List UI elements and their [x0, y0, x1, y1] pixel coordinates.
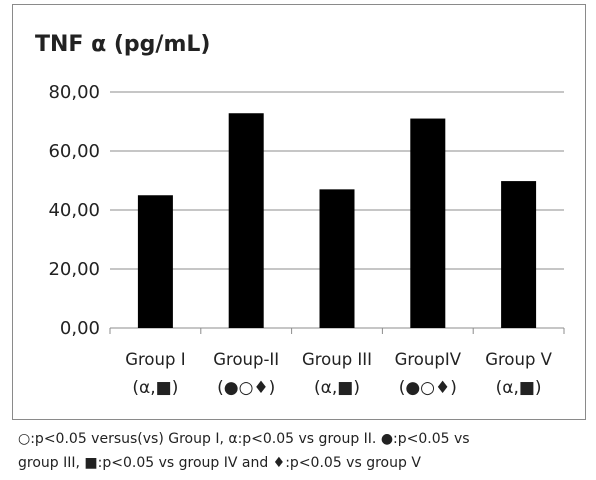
y-tick-label: 40,00	[48, 200, 100, 221]
y-axis-tick-labels: 0,00 20,00 40,00 60,00 80,00	[48, 82, 100, 339]
caption-line-1: ○:p<0.05 versus(vs) Group I, α:p<0.05 vs…	[18, 431, 470, 447]
x-category-label: GroupIV	[395, 350, 462, 369]
y-tick-label: 80,00	[48, 82, 100, 103]
bars	[137, 113, 537, 329]
chart-frame: TNF α (pg/mL) 0,00 20,00 40,00 60,00 80,00 G…	[12, 4, 586, 420]
significance-label: (α,■)	[132, 378, 178, 398]
x-axis-category-labels: Group I (α,■) Group-II (●○♦) Group III (α,■) G…	[125, 350, 552, 398]
bar	[410, 118, 446, 328]
significance-label: (α,■)	[314, 378, 360, 398]
significance-label: (●○♦)	[217, 378, 275, 398]
y-tick-label: 0,00	[60, 318, 100, 339]
bar	[319, 189, 355, 328]
x-category-label: Group-II	[213, 350, 279, 369]
x-category-label: Group V	[485, 350, 552, 369]
bar	[137, 195, 173, 328]
chart-title: TNF α (pg/mL)	[35, 32, 210, 57]
y-tick-label: 20,00	[48, 259, 100, 280]
figure-caption: ○:p<0.05 versus(vs) Group I, α:p<0.05 vs…	[18, 427, 588, 475]
bar	[228, 113, 264, 329]
bar	[501, 181, 537, 328]
significance-label: (●○♦)	[399, 378, 457, 398]
x-category-label: Group I	[125, 350, 185, 369]
tnf-alpha-bar-chart: TNF α (pg/mL) 0,00 20,00 40,00 60,00 80,00 G…	[35, 32, 565, 398]
x-category-label: Group III	[302, 350, 372, 369]
caption-line-2: group III, ■:p<0.05 vs group IV and ♦:p<…	[18, 455, 421, 471]
y-tick-label: 60,00	[48, 141, 100, 162]
significance-label: (α,■)	[496, 378, 542, 398]
